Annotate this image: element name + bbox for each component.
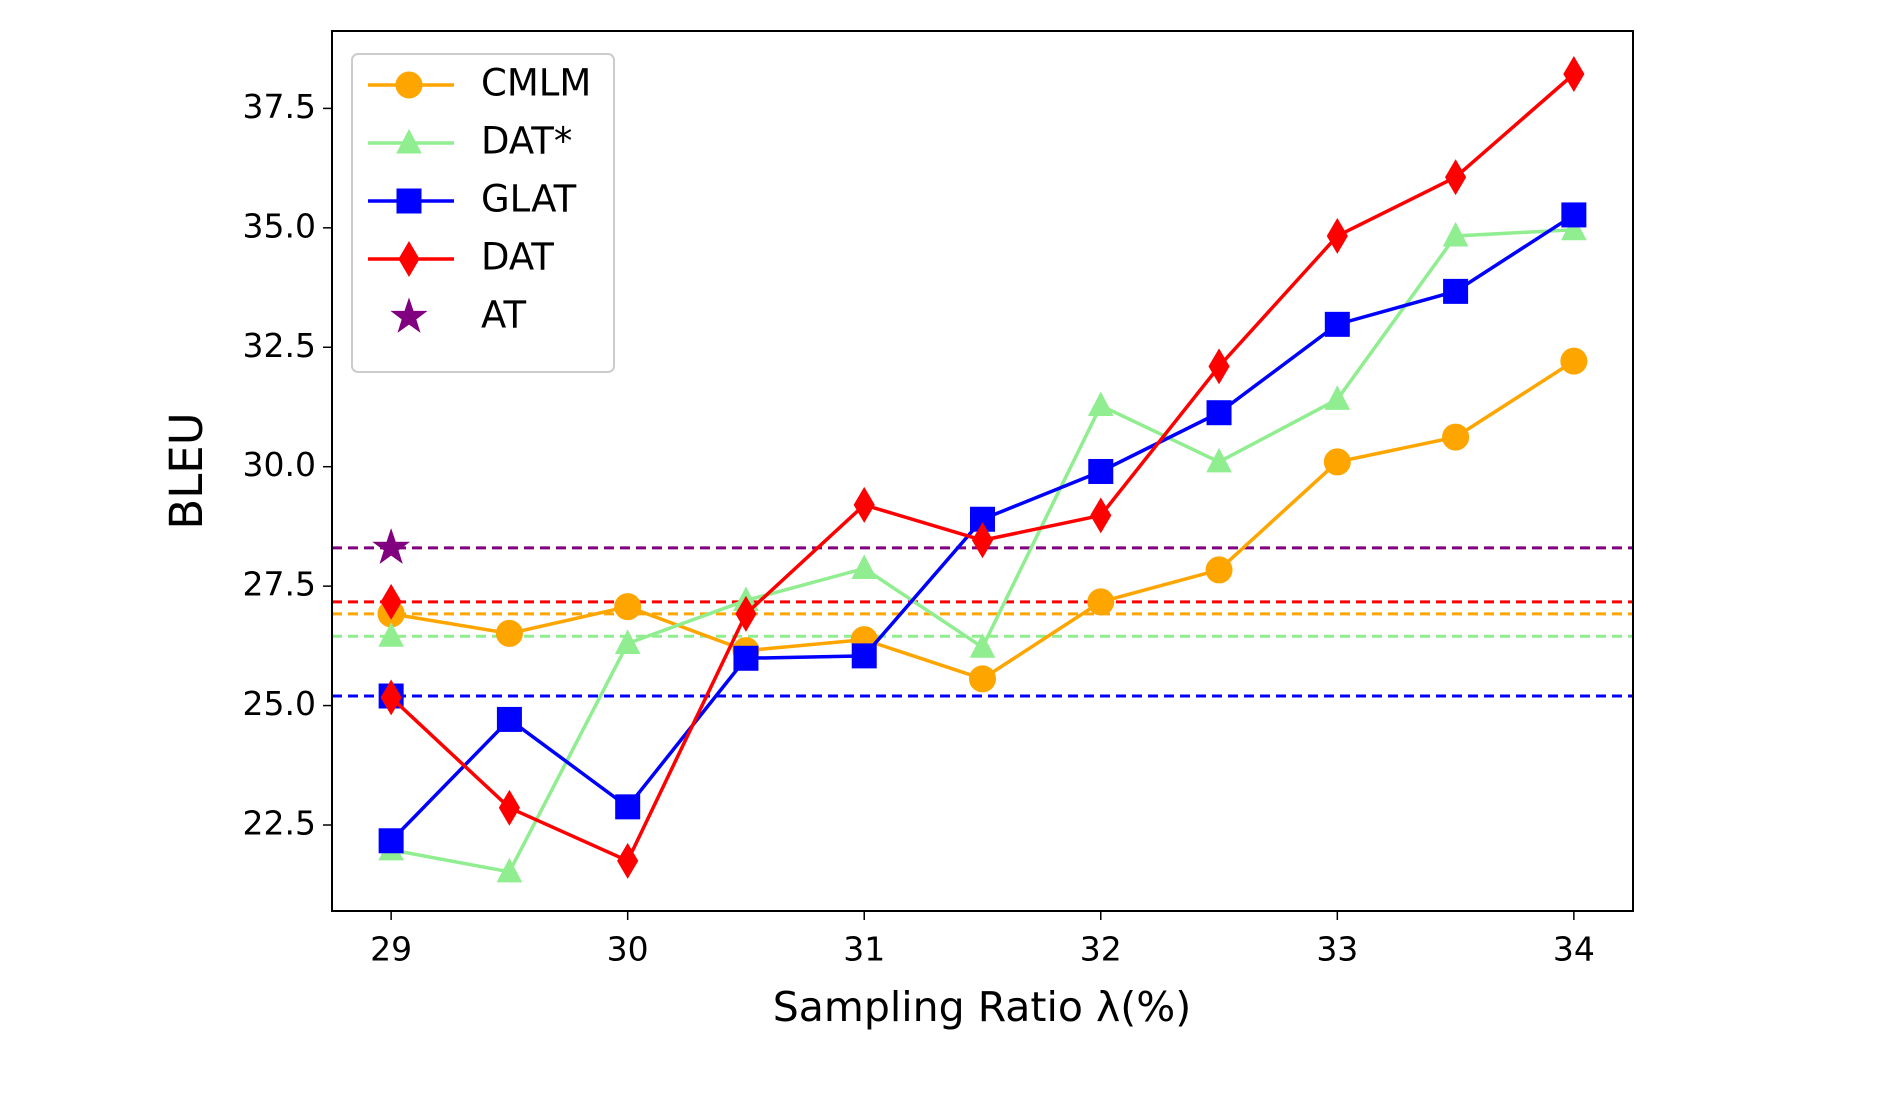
data-point bbox=[495, 619, 523, 647]
data-point bbox=[1206, 447, 1232, 473]
legend-marker bbox=[390, 297, 428, 333]
x-tick-label: 33 bbox=[1316, 930, 1358, 969]
data-point bbox=[1442, 423, 1470, 451]
y-tick-label: 27.5 bbox=[243, 565, 316, 604]
data-point bbox=[1560, 347, 1588, 375]
legend-label: DAT bbox=[481, 236, 554, 279]
data-point bbox=[498, 789, 520, 826]
data-point bbox=[971, 522, 994, 559]
data-point bbox=[851, 643, 877, 669]
y-tick-label: 22.5 bbox=[243, 804, 316, 843]
data-point bbox=[1442, 221, 1469, 247]
legend-label: AT bbox=[481, 294, 526, 337]
x-tick-label: 31 bbox=[843, 930, 885, 969]
y-axis-label: BLEU bbox=[160, 412, 213, 529]
data-point bbox=[372, 528, 410, 564]
data-point bbox=[733, 645, 759, 671]
data-point bbox=[614, 629, 641, 654]
data-point bbox=[1088, 458, 1114, 484]
data-point bbox=[496, 706, 522, 732]
y-tick-label: 37.5 bbox=[243, 87, 316, 126]
data-point bbox=[614, 593, 642, 621]
y-tick-label: 35.0 bbox=[243, 206, 316, 245]
data-point bbox=[1208, 348, 1230, 385]
legend-label: DAT* bbox=[481, 120, 572, 163]
data-point bbox=[378, 828, 404, 854]
data-point bbox=[615, 794, 641, 820]
y-tick-label: 30.0 bbox=[243, 445, 316, 484]
legend-marker bbox=[395, 71, 423, 99]
baseline-marker bbox=[380, 583, 402, 620]
data-point bbox=[1324, 385, 1351, 410]
data-point bbox=[380, 679, 402, 716]
data-point bbox=[1563, 56, 1585, 92]
x-tick-label: 29 bbox=[370, 930, 412, 969]
data-point bbox=[1445, 159, 1467, 196]
data-point bbox=[1561, 215, 1587, 241]
data-point bbox=[1323, 448, 1351, 476]
data-point bbox=[1087, 588, 1115, 616]
data-point bbox=[1206, 400, 1232, 426]
x-tick-label: 32 bbox=[1080, 930, 1122, 969]
legend-marker bbox=[396, 188, 422, 214]
legend-label: CMLM bbox=[481, 62, 591, 105]
data-point bbox=[1087, 391, 1114, 417]
data-point bbox=[617, 842, 639, 879]
legend-marker bbox=[396, 128, 422, 154]
data-point bbox=[1443, 278, 1469, 304]
y-tick-label: 25.0 bbox=[243, 684, 316, 723]
x-tick-label: 30 bbox=[607, 930, 649, 969]
legend-label: GLAT bbox=[481, 178, 577, 221]
data-point bbox=[1561, 202, 1587, 228]
baseline-marker bbox=[378, 622, 404, 647]
legend: CMLM DAT* GLAT DAT AT bbox=[351, 53, 615, 373]
data-point bbox=[969, 665, 996, 693]
data-point bbox=[851, 554, 878, 579]
y-tick-label: 32.5 bbox=[243, 326, 316, 365]
data-point bbox=[735, 595, 757, 632]
data-point bbox=[1090, 497, 1112, 534]
data-point bbox=[969, 633, 996, 658]
legend-box bbox=[351, 53, 615, 373]
plot-frame bbox=[331, 30, 1634, 912]
data-point bbox=[853, 486, 875, 523]
data-point bbox=[1324, 311, 1350, 337]
plot-area bbox=[332, 56, 1633, 883]
legend-marker bbox=[398, 241, 420, 277]
x-tick-label: 34 bbox=[1553, 930, 1595, 969]
x-axis-label: Sampling Ratio λ(%) bbox=[773, 983, 1191, 1031]
data-point bbox=[496, 857, 523, 883]
data-point bbox=[1326, 217, 1348, 254]
data-point bbox=[1205, 556, 1233, 584]
